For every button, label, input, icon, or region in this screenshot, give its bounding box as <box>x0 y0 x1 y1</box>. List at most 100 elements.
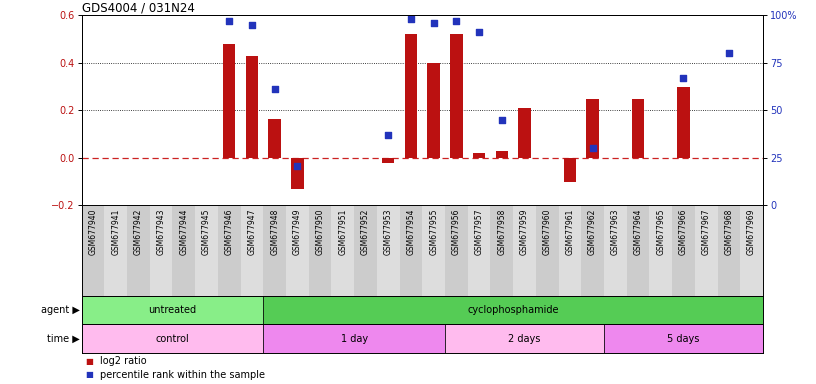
Point <box>223 18 236 24</box>
Text: GSM677940: GSM677940 <box>88 208 97 255</box>
Bar <box>518 108 530 158</box>
Text: GSM677969: GSM677969 <box>747 208 756 255</box>
Bar <box>587 99 599 158</box>
Text: GSM677945: GSM677945 <box>202 208 211 255</box>
Bar <box>400 205 423 296</box>
Bar <box>82 296 264 324</box>
Text: untreated: untreated <box>149 305 197 315</box>
Bar <box>82 205 104 296</box>
Bar <box>195 205 218 296</box>
Bar <box>650 205 672 296</box>
Bar <box>604 205 627 296</box>
Bar <box>377 205 400 296</box>
Text: GSM677959: GSM677959 <box>520 208 529 255</box>
Bar <box>291 158 304 189</box>
Bar <box>331 205 354 296</box>
Point <box>405 16 418 22</box>
Text: GSM677954: GSM677954 <box>406 208 415 255</box>
Text: GSM677962: GSM677962 <box>588 208 597 255</box>
Text: GSM677948: GSM677948 <box>270 208 279 255</box>
Bar <box>82 324 264 353</box>
Point <box>472 30 486 36</box>
Point <box>677 75 690 81</box>
Bar <box>450 35 463 158</box>
Bar <box>223 44 236 158</box>
Text: GSM677956: GSM677956 <box>452 208 461 255</box>
Text: GSM677960: GSM677960 <box>543 208 552 255</box>
Bar <box>246 56 258 158</box>
Text: control: control <box>156 334 189 344</box>
Point <box>427 20 440 26</box>
Text: GSM677964: GSM677964 <box>633 208 642 255</box>
Text: 5 days: 5 days <box>667 334 699 344</box>
Bar <box>694 205 717 296</box>
Text: GDS4004 / 031N24: GDS4004 / 031N24 <box>82 1 194 14</box>
Bar <box>264 296 763 324</box>
Bar <box>581 205 604 296</box>
Text: GSM677950: GSM677950 <box>316 208 325 255</box>
Text: GSM677957: GSM677957 <box>475 208 484 255</box>
Bar <box>604 324 763 353</box>
Point <box>450 18 463 24</box>
Bar <box>150 205 172 296</box>
Bar <box>268 119 281 158</box>
Bar <box>632 99 645 158</box>
Bar <box>405 35 417 158</box>
Text: cyclophosphamide: cyclophosphamide <box>468 305 559 315</box>
Text: GSM677952: GSM677952 <box>361 208 370 255</box>
Bar <box>740 205 763 296</box>
Bar <box>513 205 536 296</box>
Bar <box>445 205 468 296</box>
Bar <box>172 205 195 296</box>
Text: GSM677958: GSM677958 <box>497 208 506 255</box>
Text: GSM677943: GSM677943 <box>157 208 166 255</box>
Bar <box>445 324 604 353</box>
Text: GSM677963: GSM677963 <box>611 208 620 255</box>
Text: time ▶: time ▶ <box>47 334 80 344</box>
Bar <box>468 205 490 296</box>
Text: percentile rank within the sample: percentile rank within the sample <box>100 370 265 380</box>
Bar <box>218 205 241 296</box>
Bar <box>308 205 331 296</box>
Text: GSM677941: GSM677941 <box>111 208 120 255</box>
Text: ■: ■ <box>86 371 94 379</box>
Bar <box>672 205 694 296</box>
Bar <box>286 205 308 296</box>
Text: GSM677947: GSM677947 <box>247 208 256 255</box>
Text: ■: ■ <box>86 357 94 366</box>
Point <box>495 117 508 123</box>
Bar <box>627 205 650 296</box>
Bar <box>490 205 513 296</box>
Bar <box>717 205 740 296</box>
Text: log2 ratio: log2 ratio <box>100 356 147 366</box>
Point <box>246 22 259 28</box>
Bar <box>264 324 445 353</box>
Bar <box>428 63 440 158</box>
Bar <box>472 153 486 158</box>
Point <box>290 162 304 169</box>
Point <box>268 86 282 93</box>
Bar <box>495 151 508 158</box>
Bar <box>354 205 377 296</box>
Text: GSM677955: GSM677955 <box>429 208 438 255</box>
Text: GSM677942: GSM677942 <box>134 208 143 255</box>
Text: GSM677967: GSM677967 <box>702 208 711 255</box>
Text: agent ▶: agent ▶ <box>41 305 80 315</box>
Point <box>586 146 599 152</box>
Bar <box>241 205 264 296</box>
Text: 2 days: 2 days <box>508 334 541 344</box>
Point <box>382 132 395 138</box>
Point <box>722 50 735 56</box>
Bar <box>558 205 581 296</box>
Bar <box>423 205 445 296</box>
Bar <box>536 205 558 296</box>
Text: GSM677944: GSM677944 <box>180 208 188 255</box>
Text: GSM677953: GSM677953 <box>384 208 392 255</box>
Text: 1 day: 1 day <box>340 334 368 344</box>
Bar <box>564 158 576 182</box>
Text: GSM677949: GSM677949 <box>293 208 302 255</box>
Text: GSM677968: GSM677968 <box>725 208 734 255</box>
Text: GSM677951: GSM677951 <box>339 208 348 255</box>
Text: GSM677946: GSM677946 <box>224 208 233 255</box>
Text: GSM677961: GSM677961 <box>565 208 574 255</box>
